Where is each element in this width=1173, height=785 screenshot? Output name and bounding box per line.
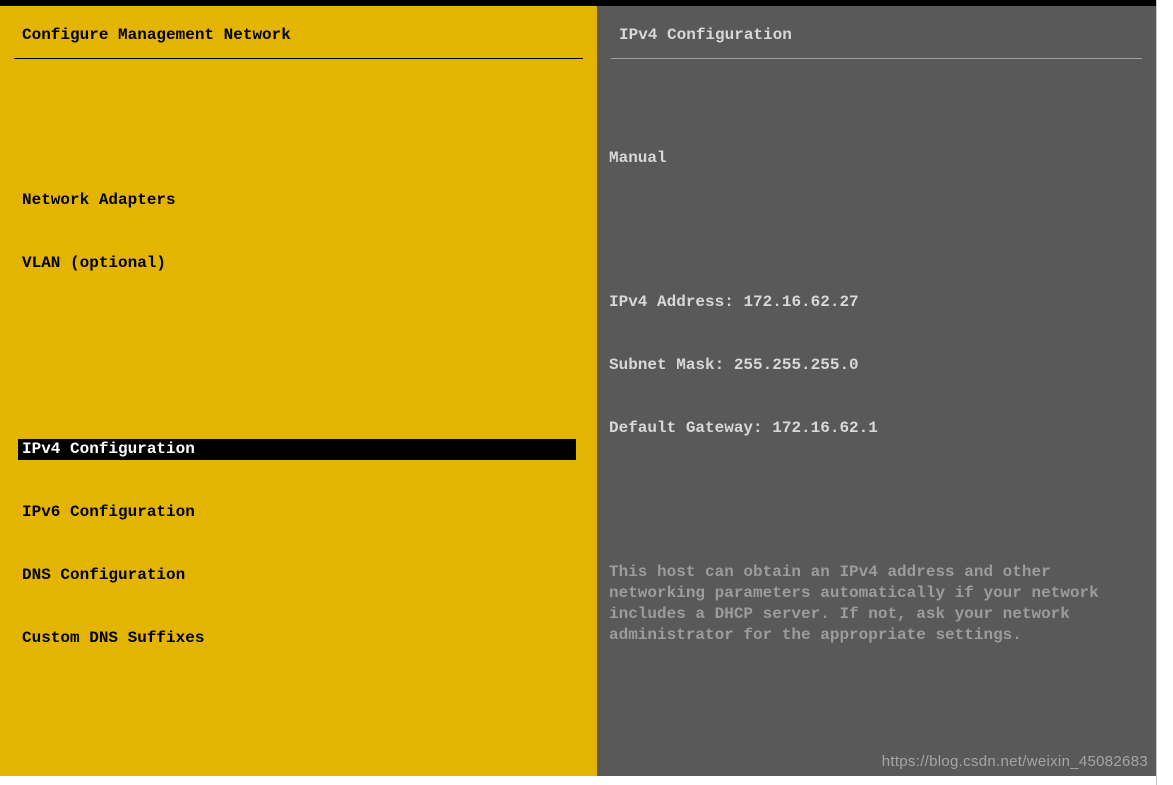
field-default-gateway: Default Gateway: 172.16.62.1 — [609, 418, 1134, 439]
subnet-mask-value: 255.255.255.0 — [734, 356, 859, 374]
ipv4-address-label: IPv4 Address: — [609, 293, 734, 311]
menu-item-network-adapters[interactable]: Network Adapters — [22, 190, 597, 211]
ipv4-address-value: 172.16.62.27 — [743, 293, 858, 311]
right-pane-title: IPv4 Configuration — [597, 26, 1156, 58]
menu: Network Adapters VLAN (optional) IPv4 Co… — [0, 59, 597, 772]
detail-mode: Manual — [609, 148, 1134, 169]
default-gateway-label: Default Gateway: — [609, 419, 763, 437]
right-pane: IPv4 Configuration Manual IPv4 Address: … — [597, 6, 1156, 776]
menu-item-ipv4-configuration[interactable]: IPv4 Configuration — [18, 439, 576, 460]
console: Configure Management Network Network Ada… — [0, 6, 1156, 776]
menu-item-vlan[interactable]: VLAN (optional) — [22, 253, 597, 274]
menu-group-2: IPv4 Configuration IPv6 Configuration DN… — [22, 397, 597, 691]
default-gateway-value: 172.16.62.1 — [772, 419, 878, 437]
watermark: https://blog.csdn.net/weixin_45082683 — [882, 753, 1148, 770]
left-pane: Configure Management Network Network Ada… — [0, 6, 597, 776]
field-subnet-mask: Subnet Mask: 255.255.255.0 — [609, 355, 1134, 376]
field-ipv4-address: IPv4 Address: 172.16.62.27 — [609, 292, 1134, 313]
subnet-mask-label: Subnet Mask: — [609, 356, 724, 374]
screen: Configure Management Network Network Ada… — [0, 0, 1173, 785]
detail-fields: IPv4 Address: 172.16.62.27 Subnet Mask: … — [609, 250, 1134, 481]
menu-item-dns-configuration[interactable]: DNS Configuration — [22, 565, 597, 586]
detail-description: This host can obtain an IPv4 address and… — [609, 562, 1134, 646]
window-right-border — [1156, 0, 1157, 785]
left-pane-title: Configure Management Network — [0, 26, 597, 58]
menu-item-custom-dns-suffixes[interactable]: Custom DNS Suffixes — [22, 628, 597, 649]
detail: Manual IPv4 Address: 172.16.62.27 Subnet… — [597, 59, 1156, 709]
menu-group-1: Network Adapters VLAN (optional) — [22, 148, 597, 316]
menu-item-ipv6-configuration[interactable]: IPv6 Configuration — [22, 502, 597, 523]
